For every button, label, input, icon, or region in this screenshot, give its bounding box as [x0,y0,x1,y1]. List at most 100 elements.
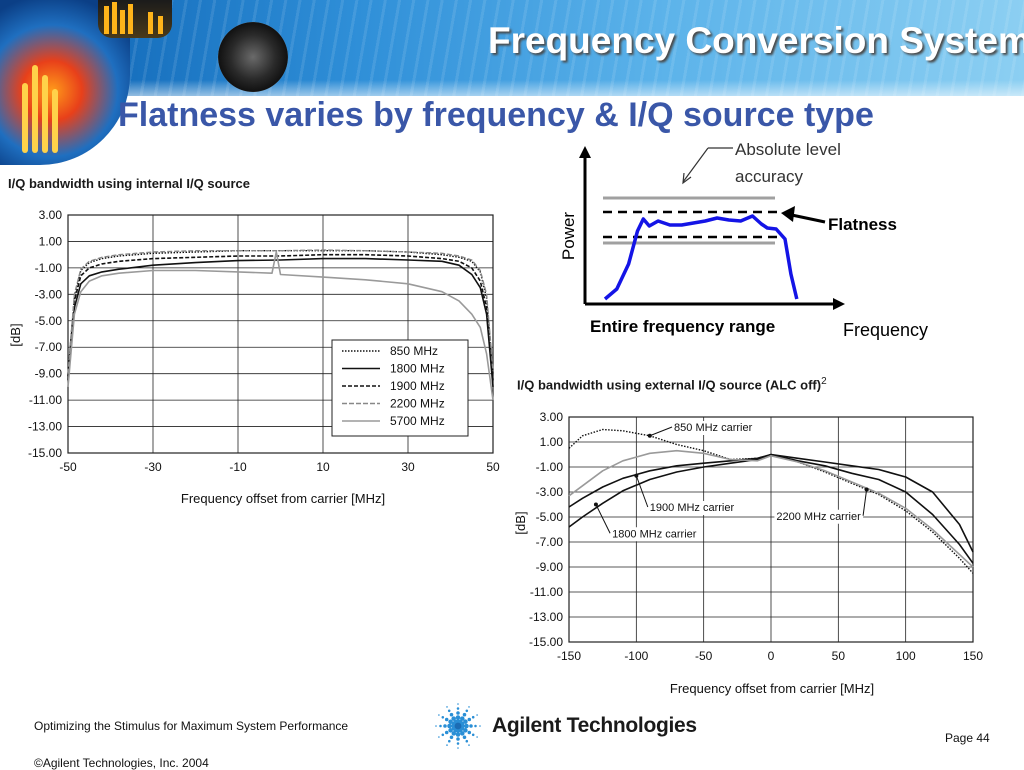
logo-dot [456,707,460,710]
logo-dot [465,709,469,713]
decor-fin [32,65,38,153]
annotation-absolute-level-line1: Absolute level [735,140,841,159]
logo-dot [462,712,467,717]
y-tick-label: -5.00 [35,314,63,328]
decor-bar [148,12,153,34]
logo-dot [463,728,468,733]
y-tick-label: -11.00 [530,585,563,599]
y-tick-label: -1.00 [536,460,564,474]
logo-dot [476,736,478,738]
logo-dot [441,716,445,719]
logo-dot [455,715,461,720]
logo-dot [441,733,445,737]
x-tick-label: -50 [59,460,77,474]
y-tick-label: -7.00 [35,340,63,354]
logo-dot [465,739,469,743]
logo-dot [456,711,460,715]
annotation-arrowhead [647,433,652,438]
logo-dot [446,744,448,746]
logo-dot [476,714,478,716]
logo-dot [474,724,477,728]
legend-label: 5700 MHz [390,414,445,428]
y-tick-label: -1.00 [35,261,63,275]
logo-dot [447,723,452,729]
slide-subtitle: Flatness varies by frequency & I/Q sourc… [118,96,874,134]
x-tick-label: 10 [316,460,330,474]
slide-title: Frequency Conversion System [488,20,1024,61]
diagram-axes [579,146,845,310]
logo-dot [456,742,460,745]
logo-dot [457,703,459,705]
logo-dot [451,716,456,721]
chart1-tick-labels: 3.00 1.00 -1.00 -3.00 -5.00 -7.00 -9.00 -11.00 -… [28,208,500,474]
y-tick-label: 1.00 [39,234,63,248]
decor-bar [158,16,163,34]
series-line-2200-mhz [67,249,494,374]
y-tick-label: -3.00 [536,485,564,499]
y-tick-label: -9.00 [536,560,564,574]
logo-dot [446,706,448,708]
logo-dot [462,735,467,740]
logo-dot [464,723,469,729]
x-tick-label: 50 [486,460,500,474]
x-tick-label: 30 [401,460,415,474]
footer-course-title: Optimizing the Stimulus for Maximum Syst… [34,719,349,733]
y-tick-label: -11.00 [29,393,62,407]
annotation-arrow [595,504,611,534]
logo-dot [438,714,440,716]
y-tick-label: 3.00 [540,410,564,424]
chart2-title: I/Q bandwidth using external I/Q source … [517,376,827,392]
flatness-concept-diagram: Power Frequency Entire frequency range F… [559,140,928,340]
logo-dot [468,706,470,708]
legend-label: 1900 MHz [390,379,445,393]
legend-label: 1800 MHz [390,362,445,376]
logo-dot [435,725,437,727]
y-tick-label: -13.00 [529,610,563,624]
logo-dot [463,719,468,724]
chart1-title: I/Q bandwidth using internal I/Q source [8,176,250,191]
x-tick-label: -150 [557,649,581,663]
annotation-label: 1900 MHz carrier [650,502,735,514]
decor-bar [104,6,109,34]
chart1-ylabel: [dB] [8,323,23,346]
flatness-arrowhead [781,206,795,222]
x-tick-label: -50 [695,649,713,663]
x-tick-label: -100 [624,649,648,663]
chip-image-decoration [218,22,288,92]
series-line-1800-mhz-carrier [568,453,974,553]
annotation-absolute-level-line2: accuracy [735,167,804,186]
logo-dot [438,736,440,738]
chart2-ylabel: [dB] [513,511,528,534]
x-tick-label: 100 [896,649,916,663]
y-tick-label: -15.00 [529,635,563,649]
x-tick-label: 0 [768,649,775,663]
chart2-external-iq: 3.00 1.00 -1.00 -3.00 -5.00 -7.00 -9.00 -11.00 -… [513,410,983,696]
logo-dot [471,733,475,737]
absolute-level-arrow [682,147,709,183]
chart2-tick-labels: 3.00 1.00 -1.00 -3.00 -5.00 -7.00 -9.00 -11.00 -… [529,410,983,663]
x-tick-label: -10 [229,460,247,474]
x-axis-arrowhead [833,298,845,310]
chart2-title-text: I/Q bandwidth using external I/Q source … [517,377,822,393]
spectrum-display-decoration [98,0,172,38]
decor-bar [128,4,133,34]
annotation-bg [610,527,699,542]
decor-fin [22,83,28,153]
logo-dot [468,744,470,746]
y-tick-label: 3.00 [39,208,63,222]
diagram-xlabel: Frequency [843,320,928,340]
legend-box [331,339,469,437]
logo-dot [448,719,453,725]
x-tick-label: 150 [963,649,983,663]
legend-label: 2200 MHz [390,397,445,411]
y-tick-label: -13.00 [28,420,62,434]
logo-dot [467,717,472,722]
annotation-arrow [635,475,649,508]
annotation-flatness: Flatness [828,215,897,234]
logo-dot [448,739,451,743]
logo-dot [469,724,473,728]
logo-dot [467,730,472,735]
chart1-legend: 850 MHz 1800 MHz 1900 MHz 2200 MHz 5700 MHz [331,339,469,437]
chart2-annotations: 850 MHz carrier 1900 MHz carrier 1800 MHz … [593,421,869,542]
logo-dot [443,724,447,728]
